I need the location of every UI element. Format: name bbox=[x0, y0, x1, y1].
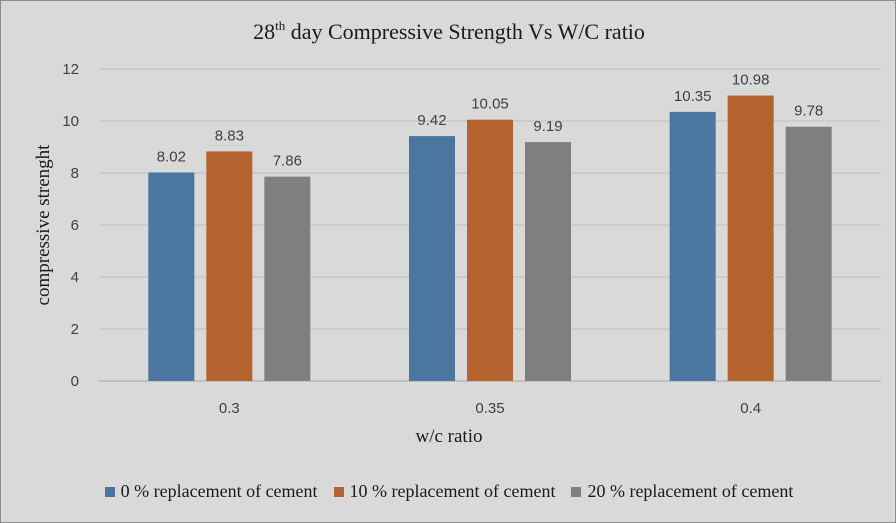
legend-item: 0 % replacement of cement bbox=[104, 481, 318, 502]
bar-3-2 bbox=[525, 142, 571, 381]
x-tick-label: 0.3 bbox=[219, 400, 240, 417]
legend-label: 20 % replacement of cement bbox=[587, 481, 794, 501]
y-tick-label: 8 bbox=[71, 165, 79, 182]
data-label: 10.35 bbox=[674, 88, 712, 105]
bar-3-3 bbox=[785, 126, 832, 381]
y-axis-title: compressive strenght bbox=[33, 144, 54, 306]
bar-1-1 bbox=[148, 172, 195, 381]
data-label: 8.02 bbox=[157, 148, 186, 165]
data-label: 7.86 bbox=[273, 153, 302, 170]
y-axis-ticks: 0 2 4 6 8 10 12 bbox=[62, 61, 79, 390]
bar-2-2 bbox=[467, 119, 513, 381]
x-axis-ticks: 0.3 0.35 0.4 bbox=[219, 400, 761, 417]
legend-label: 10 % replacement of cement bbox=[349, 481, 556, 501]
y-tick-label: 2 bbox=[71, 321, 79, 338]
legend-label: 0 % replacement of cement bbox=[120, 481, 318, 501]
y-tick-label: 6 bbox=[71, 217, 79, 234]
data-label: 10.05 bbox=[471, 96, 509, 113]
chart-legend: 0 % replacement of cement 10 % replacemen… bbox=[1, 481, 896, 502]
legend-item: 20 % replacement of cement bbox=[571, 481, 793, 502]
chart-title: 28th day Compressive Strength Vs W/C rat… bbox=[253, 18, 645, 44]
x-tick-label: 0.35 bbox=[475, 400, 504, 417]
x-tick-label: 0.4 bbox=[740, 400, 761, 417]
legend-item: 10 % replacement of cement bbox=[333, 481, 556, 502]
x-axis-title: w/c ratio bbox=[415, 426, 482, 447]
bar-2-1 bbox=[206, 151, 253, 381]
data-label: 9.78 bbox=[794, 103, 823, 120]
bars bbox=[148, 95, 832, 382]
legend-swatch bbox=[104, 486, 115, 497]
bar-2-3 bbox=[727, 95, 774, 382]
bar-3-1 bbox=[264, 176, 311, 381]
y-tick-label: 10 bbox=[62, 113, 79, 130]
data-label: 9.19 bbox=[533, 118, 562, 135]
y-tick-label: 4 bbox=[71, 269, 79, 286]
chart-title-rest: day Compressive Strength Vs W/C ratio bbox=[285, 19, 645, 44]
data-label: 10.98 bbox=[732, 72, 770, 89]
bar-chart: 28th day Compressive Strength Vs W/C rat… bbox=[33, 18, 881, 447]
y-tick-label: 0 bbox=[71, 373, 79, 390]
legend-swatch bbox=[333, 486, 344, 497]
y-tick-label: 12 bbox=[62, 61, 79, 78]
bar-1-3 bbox=[669, 111, 716, 382]
data-label: 9.42 bbox=[417, 112, 446, 129]
data-label: 8.83 bbox=[215, 127, 244, 144]
chart-title-superscript: th bbox=[275, 18, 286, 33]
bar-1-2 bbox=[409, 136, 455, 381]
chart-title-main: 28 bbox=[253, 19, 275, 44]
legend-swatch bbox=[571, 486, 582, 497]
data-labels: 8.02 8.83 7.86 9.42 10.05 9.19 10.35 10.98 9.78 bbox=[157, 72, 824, 170]
